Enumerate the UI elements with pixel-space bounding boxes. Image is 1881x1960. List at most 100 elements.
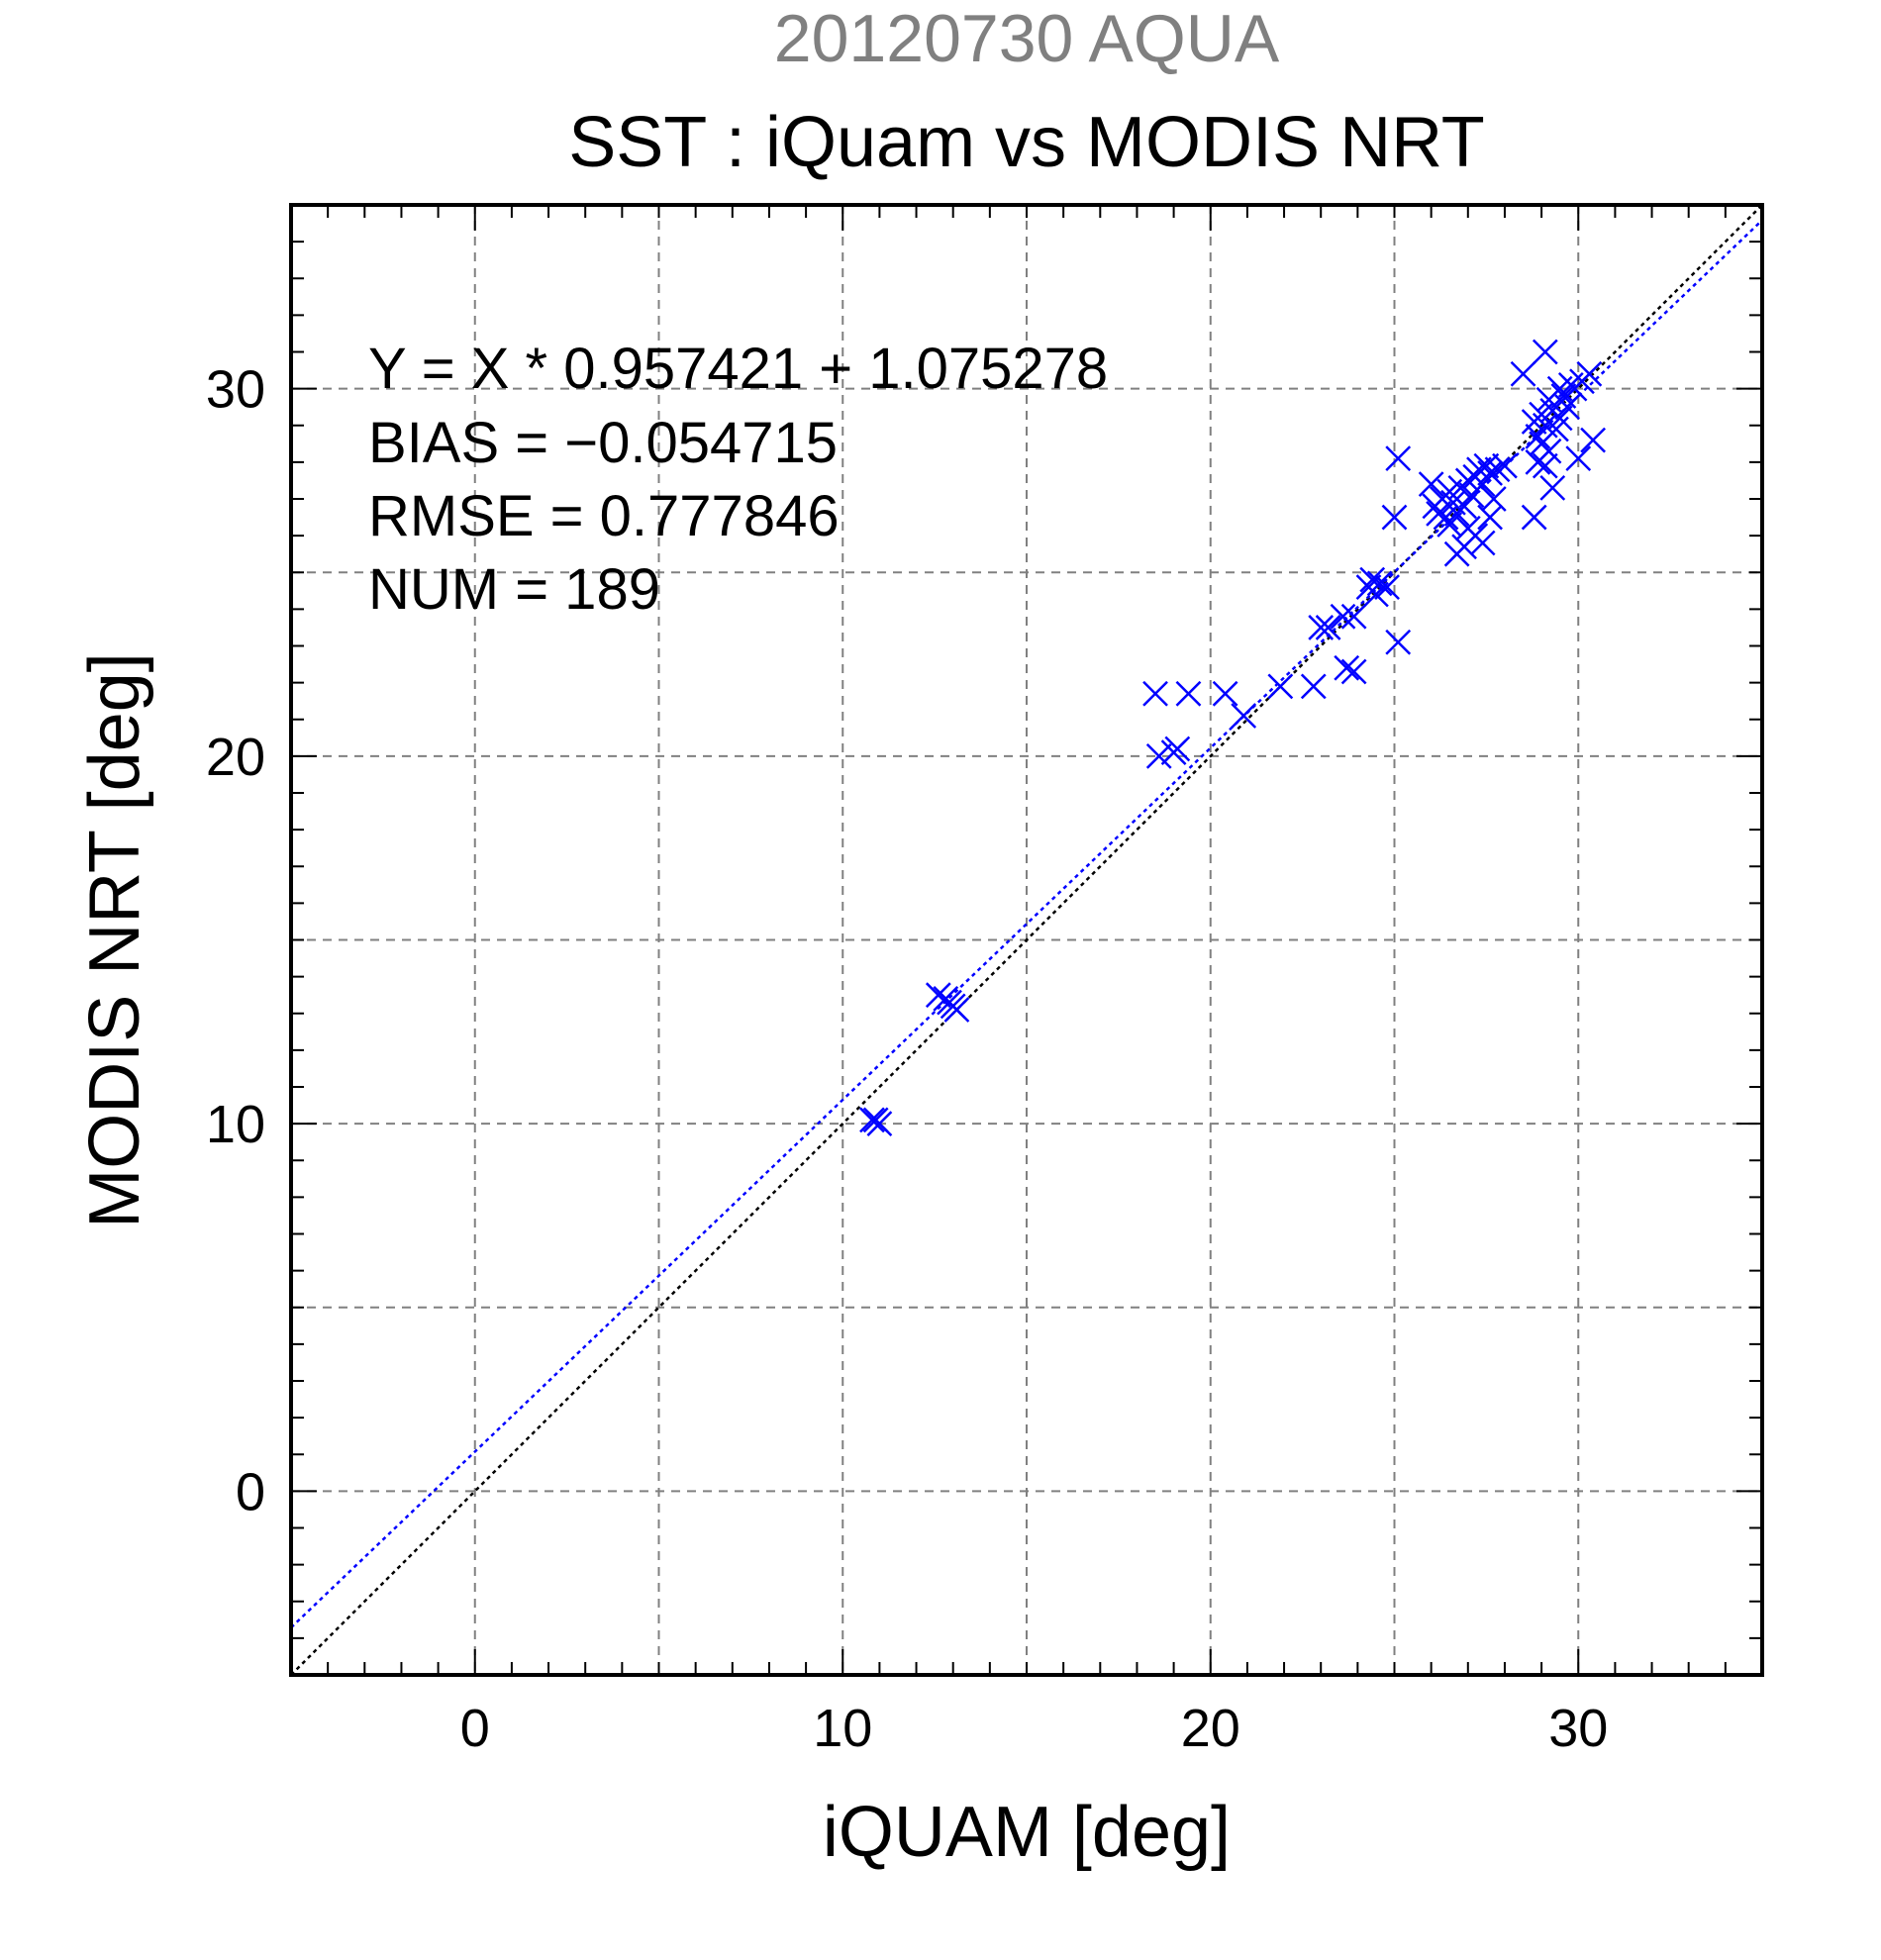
data-point [1330, 603, 1356, 630]
data-point-stroke [1385, 445, 1412, 472]
data-point-stroke [1381, 504, 1408, 531]
data-point-stroke [1334, 654, 1360, 681]
data-point [1385, 629, 1412, 655]
data-point [1340, 603, 1367, 630]
data-point-stroke [1308, 615, 1335, 640]
axis-ticks [290, 204, 1763, 1676]
data-point-stroke [1565, 445, 1592, 472]
data-point-stroke [1366, 570, 1393, 597]
data-point [1532, 339, 1558, 365]
y-tick-label: 0 [236, 1462, 265, 1521]
data-point [1451, 493, 1477, 520]
data-point [1477, 460, 1503, 486]
data-point [1580, 427, 1606, 453]
data-point-stroke [1469, 530, 1496, 556]
data-point [1539, 474, 1566, 501]
data-point-stroke [1532, 452, 1558, 479]
data-point-stroke [1340, 658, 1367, 685]
data-point-stroke [1330, 603, 1356, 630]
data-point [1308, 615, 1335, 640]
data-point [1142, 680, 1168, 707]
data-point [1175, 680, 1202, 707]
x-tick-label: 0 [460, 1699, 490, 1758]
data-point [1492, 452, 1518, 479]
y-tick-label: 20 [206, 728, 265, 787]
annotation-num: NUM = 189 [368, 557, 660, 622]
data-point [1510, 360, 1536, 387]
data-point [1525, 424, 1551, 449]
data-points [859, 339, 1606, 1137]
data-point [1164, 735, 1191, 762]
data-point [859, 1107, 885, 1133]
data-point [1381, 504, 1408, 531]
data-point-stroke [943, 997, 970, 1023]
data-point-stroke [1267, 673, 1294, 700]
y-axis-label: MODIS NRT [deg] [75, 652, 154, 1228]
x-tick-label: 20 [1181, 1699, 1240, 1758]
data-point-stroke [859, 1107, 885, 1133]
data-point-stroke [925, 982, 951, 1009]
x-tick-label: 10 [813, 1699, 872, 1758]
plot-frame [289, 203, 1764, 1677]
data-point [1366, 570, 1393, 597]
data-point [1484, 456, 1511, 483]
data-point-stroke [1550, 383, 1577, 409]
data-point [1469, 530, 1496, 556]
data-point [1359, 566, 1386, 593]
data-point-stroke [1440, 489, 1466, 516]
data-point-stroke [1477, 504, 1503, 531]
chart-subtitle: SST : iQuam vs MODIS NRT [568, 103, 1485, 182]
data-point-stroke [1374, 574, 1400, 600]
annotation-equation: Y = X * 0.957421 + 1.075278 [368, 337, 1108, 401]
data-point-stroke [1554, 394, 1580, 421]
x-tick-label: 30 [1548, 1699, 1608, 1758]
data-point-stroke [1451, 493, 1477, 520]
data-point-stroke [1418, 471, 1444, 498]
data-point-stroke [1340, 603, 1367, 630]
data-point [1374, 574, 1400, 600]
data-point-stroke [1473, 452, 1500, 479]
data-point [1231, 703, 1257, 729]
data-point [1145, 742, 1172, 769]
data-point [1267, 673, 1294, 700]
data-point [1340, 658, 1367, 685]
annotation-rmse: RMSE = 0.777846 [368, 484, 840, 548]
data-point-stroke [1300, 673, 1327, 700]
data-point [1576, 360, 1603, 387]
data-point-stroke [1477, 460, 1503, 486]
annotation-bias: BIAS = −0.054715 [368, 411, 838, 475]
data-point [1521, 504, 1547, 531]
data-point-stroke [1145, 742, 1172, 769]
data-point-stroke [1480, 486, 1507, 512]
data-point [1535, 438, 1562, 464]
y-tick-label: 30 [206, 360, 265, 420]
data-point [1477, 504, 1503, 531]
data-point-stroke [1359, 566, 1386, 593]
x-axis-label: iQUAM [deg] [823, 1793, 1231, 1872]
tick-labels: 0 10 20 30 0 10 20 30 [206, 360, 1608, 1758]
chart-title: 20120730 AQUA [774, 1, 1280, 76]
data-point [1480, 486, 1507, 512]
data-point-stroke [1315, 615, 1341, 640]
data-point [1532, 452, 1558, 479]
data-point-stroke [1212, 680, 1238, 707]
data-point-stroke [1492, 452, 1518, 479]
data-point-stroke [1164, 735, 1191, 762]
grid [291, 205, 1762, 1675]
data-point [1418, 471, 1444, 498]
data-point-stroke [866, 1111, 893, 1137]
data-point-stroke [1510, 360, 1536, 387]
data-point [1334, 654, 1360, 681]
data-point-stroke [1532, 412, 1558, 439]
data-point-stroke [1484, 456, 1511, 483]
data-point-stroke [1576, 360, 1603, 387]
data-point-stroke [1385, 629, 1412, 655]
data-point-stroke [1532, 339, 1558, 365]
data-point [1546, 405, 1573, 432]
data-point-stroke [1546, 405, 1573, 432]
data-point [1212, 680, 1238, 707]
data-point [925, 982, 951, 1009]
data-point [1300, 673, 1327, 700]
data-point-stroke [1175, 680, 1202, 707]
